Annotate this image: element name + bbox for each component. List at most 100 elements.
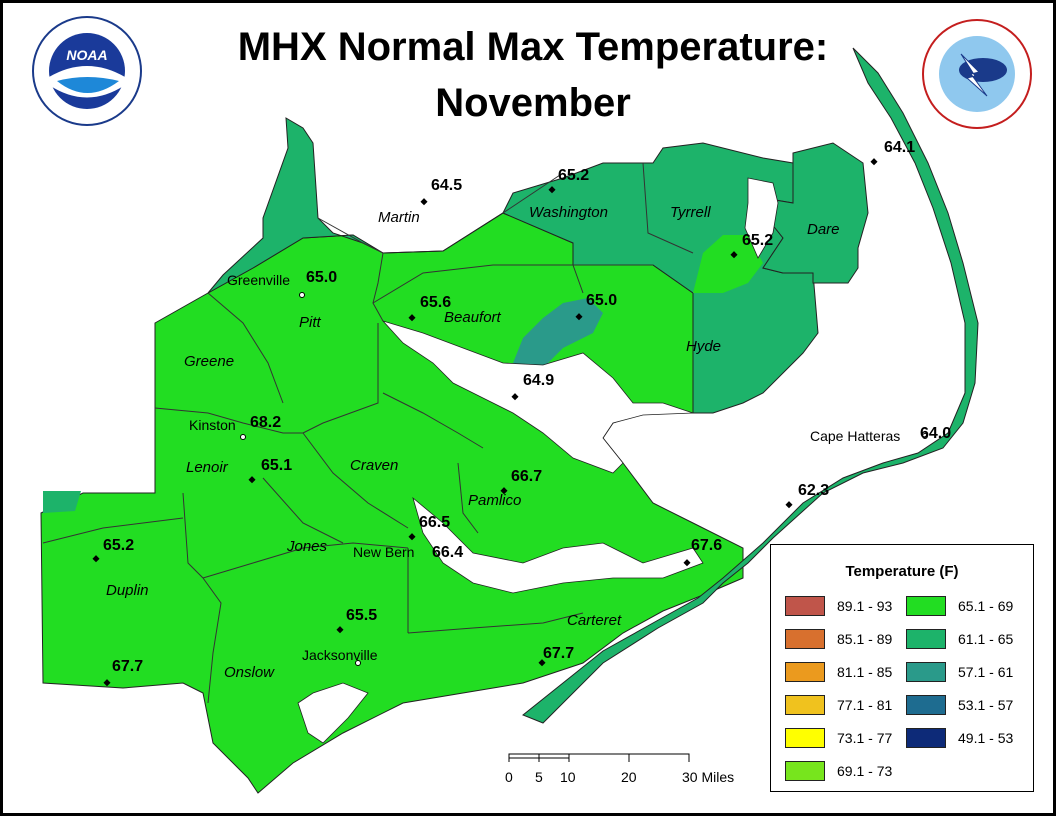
station-value: 67.7 bbox=[543, 645, 575, 662]
legend-label: 65.1 - 69 bbox=[958, 598, 1014, 614]
legend-swatch bbox=[906, 629, 946, 649]
station-value: 64.5 bbox=[431, 177, 463, 194]
legend-swatch bbox=[785, 761, 825, 781]
station-dot bbox=[420, 198, 428, 206]
scale-tick-5: 5 bbox=[535, 769, 543, 785]
station-value: 65.2 bbox=[558, 167, 590, 184]
station-value: 65.2 bbox=[742, 232, 774, 249]
station-dot bbox=[548, 186, 556, 194]
station-dot bbox=[103, 679, 111, 687]
station-dot bbox=[248, 476, 256, 484]
scale-tick-10: 10 bbox=[560, 769, 576, 785]
new-river bbox=[297, 682, 369, 744]
county-label-jones: Jones bbox=[287, 538, 328, 555]
legend: Temperature (F) 89.1 - 93 85.1 - 89 81.1 -… bbox=[770, 544, 1034, 792]
station-dot bbox=[785, 501, 793, 509]
station-value: 65.6 bbox=[420, 294, 452, 311]
station-value: 64.0 bbox=[920, 425, 952, 442]
station-label: Greenville bbox=[227, 272, 291, 288]
neuse-river bbox=[412, 496, 704, 594]
scale-tick-30: 30 Miles bbox=[682, 769, 735, 785]
legend-label: 53.1 - 57 bbox=[958, 697, 1014, 713]
station-value: 65.0 bbox=[586, 292, 618, 309]
station-value: 66.7 bbox=[511, 468, 543, 485]
county-label-washington: Washington bbox=[529, 204, 608, 221]
warm-pocket bbox=[693, 235, 763, 293]
station-dot bbox=[575, 313, 583, 321]
station-label: New Bern bbox=[353, 544, 415, 560]
scale-bar bbox=[508, 753, 690, 762]
station-value: 67.7 bbox=[112, 658, 144, 675]
station-dot bbox=[408, 533, 416, 541]
legend-label: 61.1 - 65 bbox=[958, 631, 1014, 647]
station-value: 66.4 bbox=[432, 544, 464, 561]
station-value: 65.5 bbox=[346, 607, 378, 624]
legend-swatch bbox=[785, 596, 825, 616]
county-label-martin: Martin bbox=[378, 209, 420, 226]
county-label-hyde: Hyde bbox=[686, 338, 722, 355]
scale-tick-20: 20 bbox=[621, 769, 637, 785]
station-dot bbox=[683, 559, 691, 567]
legend-swatch bbox=[785, 629, 825, 649]
legend-swatch bbox=[906, 662, 946, 682]
legend-swatch bbox=[785, 728, 825, 748]
county-label-pitt: Pitt bbox=[299, 314, 321, 331]
legend-label: 81.1 - 85 bbox=[837, 664, 893, 680]
nws-logo bbox=[922, 19, 1032, 129]
station-value: 65.0 bbox=[306, 269, 338, 286]
county-label-pamlico: Pamlico bbox=[468, 492, 522, 509]
station-dot bbox=[870, 158, 878, 166]
duplin-corner bbox=[43, 491, 81, 513]
legend-swatch bbox=[906, 596, 946, 616]
county-label-lenoir: Lenoir bbox=[186, 459, 228, 476]
county-lines bbox=[42, 162, 694, 704]
county-label-craven: Craven bbox=[350, 457, 399, 474]
station-dot bbox=[92, 555, 100, 563]
station-dot bbox=[500, 487, 508, 495]
legend-label: 85.1 - 89 bbox=[837, 631, 893, 647]
city-dot bbox=[922, 433, 928, 439]
scale-tick-0: 0 bbox=[505, 769, 513, 785]
station-value: 65.2 bbox=[103, 537, 135, 554]
station-value: 64.1 bbox=[884, 139, 916, 156]
albemarle-inlet bbox=[744, 177, 779, 259]
noaa-logo-text: NOAA bbox=[66, 47, 108, 63]
legend-swatch bbox=[906, 695, 946, 715]
county-label-tyrrell: Tyrrell bbox=[670, 204, 711, 221]
legend-label: 73.1 - 77 bbox=[837, 730, 893, 746]
station-label: Cape Hatteras bbox=[810, 428, 901, 444]
region-map bbox=[40, 47, 979, 794]
county-label-carteret: Carteret bbox=[567, 612, 622, 629]
legend-label: 57.1 - 61 bbox=[958, 664, 1014, 680]
station-dot bbox=[511, 393, 519, 401]
legend-title: Temperature (F) bbox=[845, 563, 959, 580]
county-label-onslow: Onslow bbox=[224, 664, 275, 681]
legend-swatch bbox=[906, 728, 946, 748]
city-dot bbox=[299, 292, 305, 298]
station-dot bbox=[408, 314, 416, 322]
station-value: 67.6 bbox=[691, 537, 723, 554]
county-label-greene: Greene bbox=[184, 353, 235, 370]
map-title-line2: November bbox=[435, 81, 631, 125]
station-dot bbox=[336, 626, 344, 634]
outer-banks bbox=[522, 47, 979, 724]
station-value: 62.3 bbox=[798, 482, 830, 499]
station-dot bbox=[538, 659, 546, 667]
county-label-duplin: Duplin bbox=[106, 582, 149, 599]
city-dot bbox=[355, 660, 361, 666]
station-value: 66.5 bbox=[419, 514, 451, 531]
county-label-dare: Dare bbox=[807, 221, 840, 238]
station-value: 65.1 bbox=[261, 457, 293, 474]
pamlico-river bbox=[381, 320, 694, 474]
station-label: Jacksonville bbox=[302, 647, 378, 663]
county-label-beaufort: Beaufort bbox=[444, 309, 501, 326]
legend-swatch bbox=[785, 662, 825, 682]
legend-label: 49.1 - 53 bbox=[958, 730, 1014, 746]
legend-label: 77.1 - 81 bbox=[837, 697, 893, 713]
station-dot bbox=[730, 251, 738, 259]
legend-label: 69.1 - 73 bbox=[837, 763, 893, 779]
legend-swatch bbox=[785, 695, 825, 715]
map-title-line1: MHX Normal Max Temperature: bbox=[237, 25, 829, 69]
station-value: 64.9 bbox=[523, 372, 555, 389]
